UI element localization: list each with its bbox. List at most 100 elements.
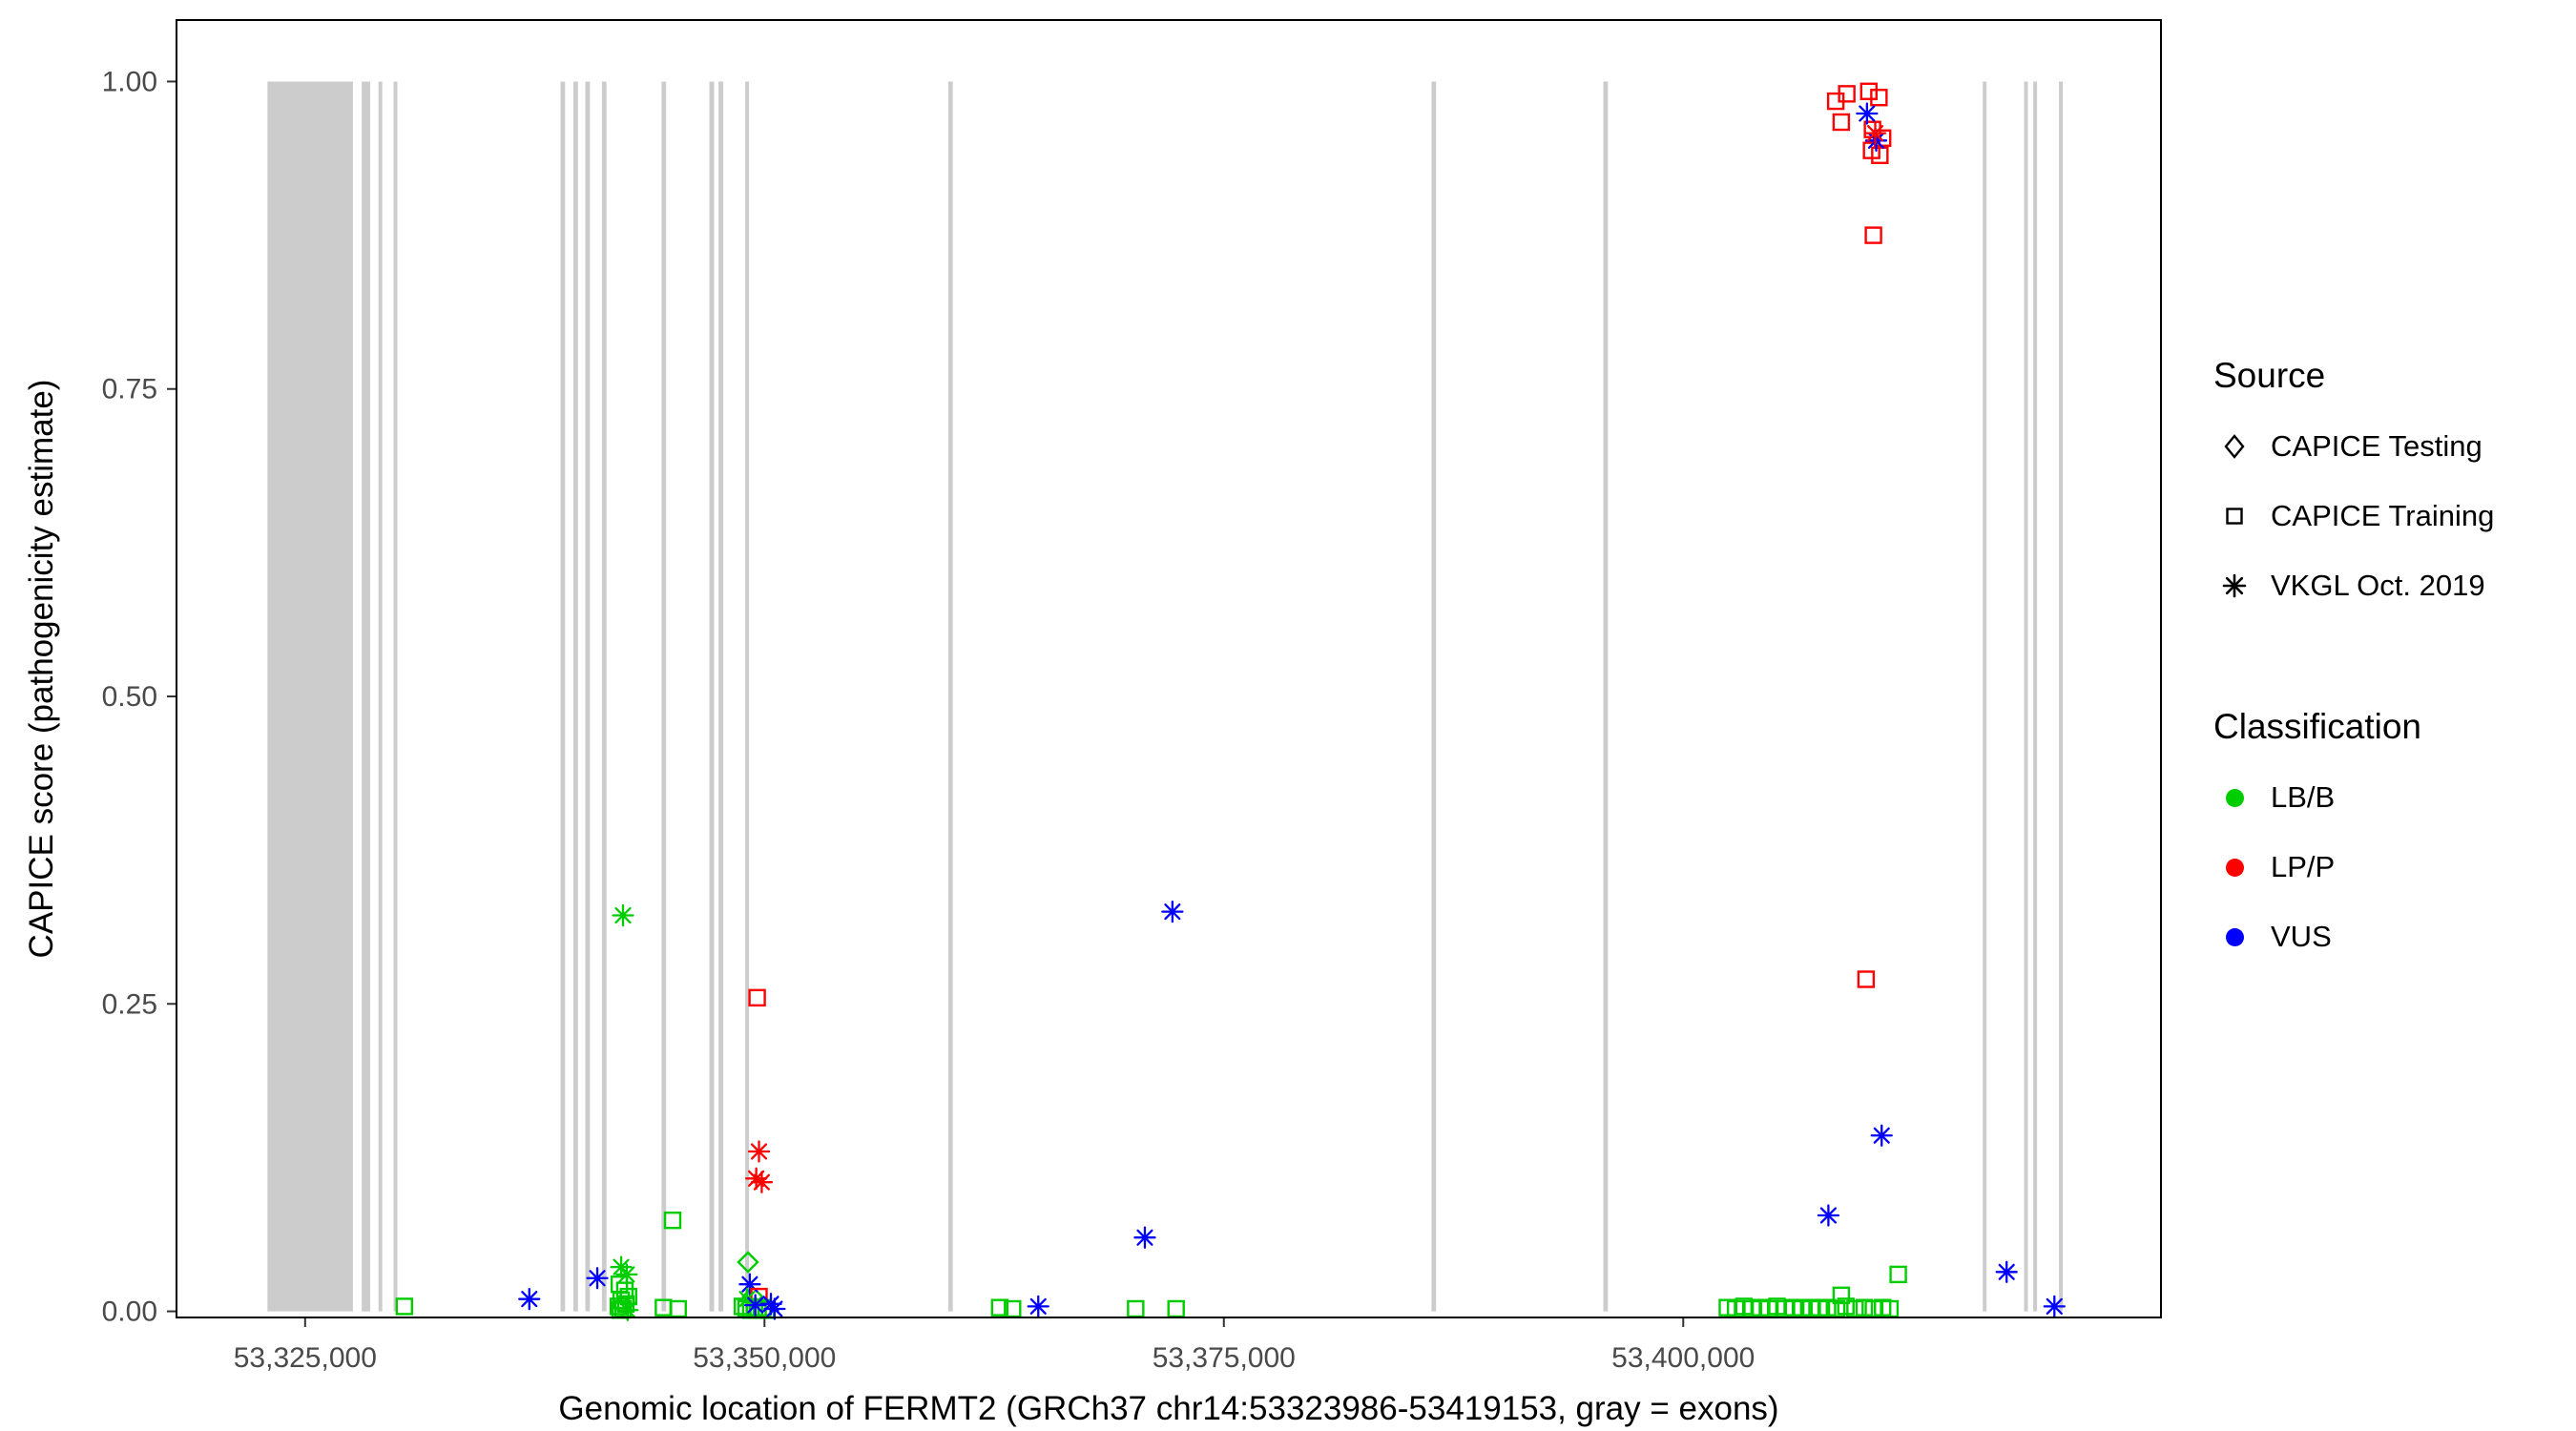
vus-dot-icon (2225, 927, 2244, 946)
exon-band (745, 81, 750, 1312)
data-point (1027, 1295, 1049, 1318)
data-point (1127, 1299, 1145, 1318)
legend-item-label: CAPICE Training (2271, 499, 2495, 532)
diamond-icon (2213, 425, 2255, 467)
data-point (1863, 121, 1887, 145)
data-point (1837, 1297, 1855, 1316)
y-tick-label: 0.50 (102, 681, 157, 713)
data-point (1995, 1260, 2018, 1283)
legend-source-title: Source (2213, 356, 2326, 395)
data-point (747, 1140, 771, 1163)
data-point (750, 1171, 774, 1193)
y-tick-label: 0.75 (102, 374, 157, 405)
legend-source-block: Source CAPICE Testing CAPICE Training (2213, 355, 2566, 608)
exon-band (947, 81, 953, 1312)
data-point (586, 1267, 609, 1290)
exon-band (718, 81, 724, 1312)
exon-band (378, 81, 383, 1312)
legend-item-vus: VUS (2213, 915, 2566, 959)
legend-classification-block: Classification LB/B LP/P VUS (2213, 706, 2566, 959)
data-point (1857, 970, 1876, 988)
data-point (1846, 1299, 1864, 1318)
data-point (1870, 89, 1888, 107)
exon-band (573, 81, 578, 1312)
legend-item-label: CAPICE Testing (2271, 429, 2483, 463)
legend-item-label: LP/P (2271, 850, 2336, 883)
x-tick-label: 53,400,000 (1611, 1342, 1755, 1374)
data-point (990, 1298, 1009, 1317)
data-point (609, 1297, 628, 1316)
data-point (1859, 82, 1878, 100)
data-point (744, 1294, 767, 1317)
data-point (1827, 1299, 1846, 1318)
exon-band (2059, 81, 2064, 1312)
exon-band (1431, 81, 1437, 1312)
data-point (1880, 1299, 1900, 1318)
data-point (1864, 1299, 1882, 1318)
exon-band (267, 81, 353, 1312)
data-point (1818, 1298, 1837, 1317)
data-point (2043, 1295, 2066, 1318)
exon-band (585, 81, 591, 1312)
data-point (1871, 146, 1889, 165)
exon-band (709, 81, 715, 1312)
lbb-dot-icon (2225, 788, 2244, 807)
exon-band (1603, 81, 1609, 1312)
asterisk-icon (2213, 565, 2255, 607)
data-point (1832, 113, 1851, 132)
data-point (1864, 226, 1882, 244)
x-axis-title: Genomic location of FERMT2 (GRCh37 chr14… (558, 1390, 1779, 1427)
data-point (1855, 1298, 1874, 1317)
exon-band (560, 81, 566, 1312)
exon-band (1983, 81, 1987, 1312)
legend-item-label: LB/B (2271, 780, 2336, 814)
y-axis-title: CAPICE score (pathogenicity estimate) (23, 379, 60, 959)
x-tick-label: 53,375,000 (1153, 1342, 1296, 1374)
legend-classification-title: Classification (2213, 707, 2421, 746)
data-point (1870, 1124, 1893, 1147)
data-point (1161, 900, 1184, 923)
y-tick-label: 1.00 (102, 66, 157, 97)
data-point (737, 1251, 759, 1274)
y-tick-label: 0.25 (102, 988, 157, 1020)
exon-band (2033, 81, 2038, 1312)
data-point (763, 1297, 786, 1320)
data-point (1133, 1226, 1156, 1249)
panel-border (176, 19, 2162, 1318)
legend-item-lpp: LP/P (2213, 845, 2566, 889)
lpp-dot-icon (2225, 858, 2244, 877)
data-point (1832, 1286, 1851, 1304)
data-point (744, 1167, 768, 1190)
legend-item-vkgl: VKGL Oct. 2019 (2213, 564, 2566, 608)
y-tick-label: 0.00 (102, 1296, 157, 1328)
data-point (1793, 1299, 1811, 1318)
exon-band (661, 81, 667, 1312)
data-point (738, 1273, 761, 1296)
exon-band (601, 81, 607, 1312)
exon-band (2024, 81, 2028, 1312)
data-point (1856, 102, 1879, 125)
legend-item-lbb: LB/B (2213, 776, 2566, 819)
data-point (663, 1211, 682, 1230)
legend: Source CAPICE Testing CAPICE Training (2213, 355, 2566, 985)
exon-band (393, 81, 398, 1312)
data-point (518, 1288, 541, 1311)
x-tick-label: 53,325,000 (234, 1342, 377, 1374)
data-point (613, 1299, 633, 1318)
data-point (669, 1299, 687, 1318)
data-point (1167, 1299, 1185, 1318)
data-point (1838, 85, 1856, 103)
square-icon (2213, 495, 2255, 537)
legend-item-label: VUS (2271, 920, 2332, 953)
data-point (615, 1263, 638, 1286)
x-tick-label: 53,350,000 (693, 1342, 836, 1374)
legend-item-capice-testing: CAPICE Testing (2213, 425, 2566, 468)
legend-item-capice-training: CAPICE Training (2213, 494, 2566, 538)
data-point (1004, 1299, 1022, 1318)
legend-item-label: VKGL Oct. 2019 (2271, 569, 2485, 602)
exon-band (362, 81, 370, 1312)
data-point (1817, 1204, 1840, 1227)
data-point (612, 903, 634, 927)
